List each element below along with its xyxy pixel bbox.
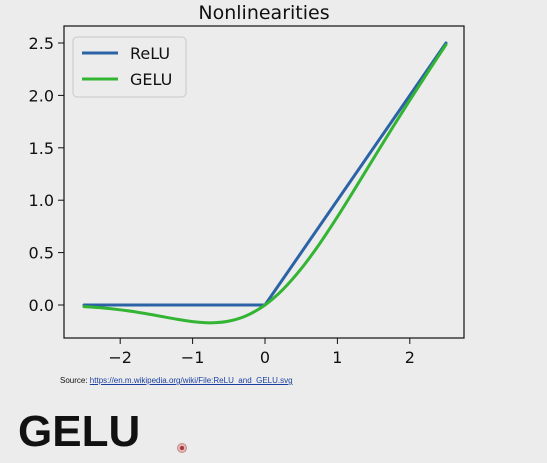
y-tick-label: 0.5 bbox=[29, 244, 54, 263]
slide-heading: GELU bbox=[18, 407, 141, 456]
legend-label-gelu: GELU bbox=[130, 70, 172, 89]
x-tick-label: −2 bbox=[108, 348, 132, 367]
nonlinearities-chart: Nonlinearities 0.0 0.5 1.0 1.5 2.0 2.5 −2 −1 0 1 2 R… bbox=[29, 2, 465, 367]
y-tick-label: 2.0 bbox=[29, 86, 54, 105]
plot-frame bbox=[63, 25, 465, 339]
source-prefix: Source: bbox=[60, 376, 90, 385]
laser-pointer-icon bbox=[177, 443, 187, 453]
source-link[interactable]: https://en.m.wikipedia.org/wiki/File:ReL… bbox=[89, 376, 293, 385]
y-tick-label: 1.5 bbox=[29, 139, 54, 158]
x-tick-label: 1 bbox=[332, 348, 342, 367]
legend-label-relu: ReLU bbox=[130, 44, 170, 63]
y-tick-label: 0.0 bbox=[29, 296, 54, 315]
series-line-gelu bbox=[82, 43, 448, 325]
x-tick-label: 0 bbox=[260, 348, 270, 367]
y-tick-label: 1.0 bbox=[29, 191, 54, 210]
chart-title: Nonlinearities bbox=[198, 2, 329, 24]
y-tick-label: 2.5 bbox=[29, 34, 54, 53]
x-tick-label: 2 bbox=[405, 348, 415, 367]
x-tick-label: −1 bbox=[181, 348, 205, 367]
source-citation: Source: https://en.m.wikipedia.org/wiki/… bbox=[60, 376, 293, 385]
